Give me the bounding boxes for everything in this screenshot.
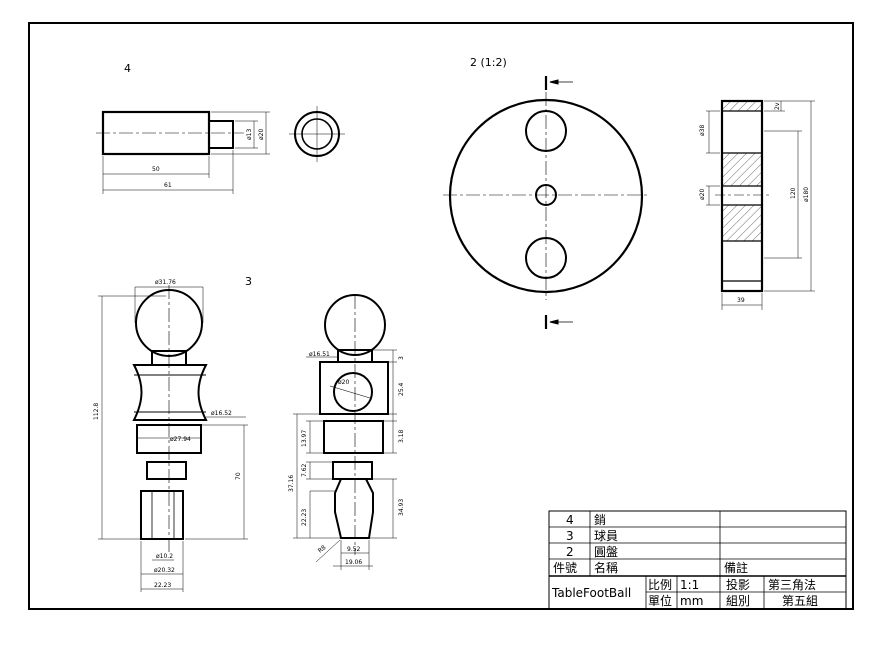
title-block	[548, 510, 847, 610]
dim-2-phi180: ø180	[803, 187, 810, 202]
title-block-header-no: 件號	[553, 561, 577, 575]
dim-4-phi13: ø13	[246, 129, 253, 140]
dim-4-50: 50	[152, 166, 160, 173]
dim-3-phi102: ø10.2	[156, 553, 173, 560]
dim-3-phi1652: ø16.52	[211, 410, 232, 417]
dim-3-254: 25.4	[398, 382, 405, 396]
dim-3-762: 7.62	[301, 463, 308, 477]
dim-4-phi20: ø20	[258, 129, 265, 140]
dim-3-1906: 19.06	[345, 559, 362, 566]
part3-player-side-view	[293, 294, 397, 570]
dim-3-3716: 37.16	[288, 475, 295, 492]
dim-3-3493: 34.93	[398, 499, 405, 516]
dim-3-70: 70	[235, 472, 242, 480]
dim-3-3: 3	[398, 356, 405, 360]
unit-label: 單位	[648, 593, 672, 608]
part2-disc-section-view	[706, 99, 815, 310]
title-block-row-2-no: 3	[566, 529, 574, 543]
dim-4-61: 61	[164, 182, 172, 189]
projection-value: 第三角法	[768, 578, 816, 592]
dim-3-952: 9.52	[347, 546, 361, 553]
dim-3-318: 3.18	[398, 429, 405, 443]
dim-2-phi38: ø38	[699, 125, 706, 136]
scale-value: 1:1	[680, 578, 699, 592]
dim-3-phi2794: ø27.94	[170, 436, 191, 443]
dim-3-phi2032: ø20.32	[154, 567, 175, 574]
part4-pin-front-view	[96, 110, 270, 194]
part3-player-front-view	[98, 285, 248, 592]
dim-3-2223b: 22.23	[301, 509, 308, 526]
title-block-row-1-name: 銷	[594, 512, 606, 527]
view-label-3: 3	[245, 275, 252, 288]
title-block-row-3-name: 圓盤	[594, 545, 618, 559]
scale-label: 比例	[648, 578, 672, 592]
dim-2-39: 39	[737, 297, 745, 304]
drawing-title: TableFootBall	[551, 586, 631, 600]
title-block-header-name: 名稱	[594, 560, 618, 575]
dim-2-2v: 2v	[774, 102, 781, 110]
view-label-4: 4	[124, 62, 131, 75]
dim-3-phi3176: ø31.76	[155, 279, 176, 286]
dim-3-phi1651: ø16.51	[309, 351, 330, 358]
part4-pin-end-view	[289, 106, 345, 162]
group-value: 第五組	[782, 594, 818, 608]
title-block-header-note: 備註	[724, 560, 748, 575]
dim-3-1397: 13.97	[301, 430, 308, 447]
dim-2-phi20: ø20	[699, 189, 706, 200]
title-block-row-1-no: 4	[566, 513, 574, 527]
sheet-border	[28, 22, 854, 610]
unit-value: mm	[680, 594, 703, 608]
dim-2-120: 120	[790, 187, 797, 199]
dim-3-1128: 112.8	[93, 403, 100, 420]
part2-disc-front-view	[443, 76, 650, 329]
title-block-row-3-no: 2	[566, 545, 574, 559]
title-block-row-2-name: 球員	[594, 529, 618, 543]
dim-3-phi20: ø20	[338, 379, 349, 386]
projection-label: 投影	[726, 577, 750, 592]
dim-3-2223: 22.23	[154, 582, 171, 589]
view-label-2: 2 (1:2)	[470, 56, 507, 69]
dim-3-r8: R8	[317, 544, 328, 555]
group-label: 組別	[726, 594, 750, 608]
